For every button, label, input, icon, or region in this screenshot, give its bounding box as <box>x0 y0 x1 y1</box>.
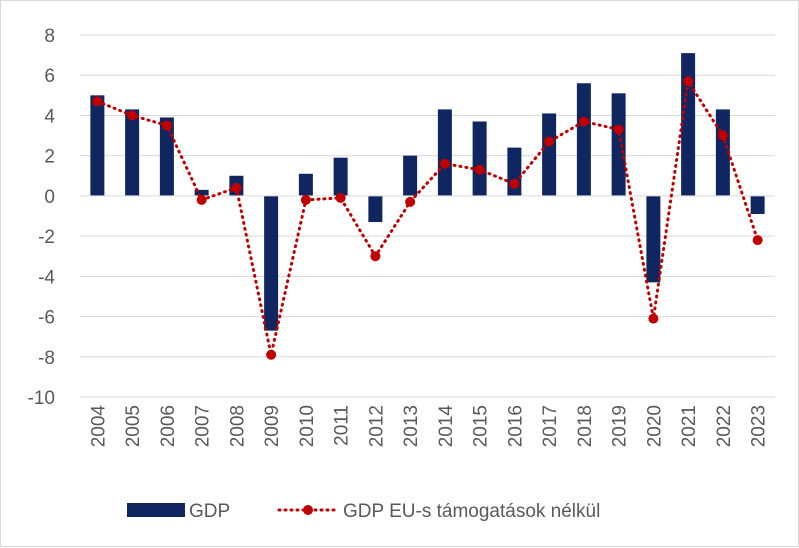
point-gdp-without-eu-2010 <box>300 194 311 205</box>
y-tick-label: -10 <box>28 388 55 409</box>
legend-label-gdp-without-eu-funds: GDP EU-s támogatások nélkül <box>343 501 600 522</box>
point-gdp-without-eu-2017 <box>544 136 555 147</box>
point-gdp-without-eu-2008 <box>231 182 242 193</box>
point-gdp-without-eu-2012 <box>370 251 381 262</box>
bar-gdp-2013 <box>403 155 418 196</box>
y-tick-label: 8 <box>44 26 55 47</box>
x-tick-label: 2016 <box>505 405 526 447</box>
y-tick-label: -4 <box>38 267 55 288</box>
point-gdp-without-eu-2021 <box>683 76 694 87</box>
y-tick-label: 6 <box>44 66 55 87</box>
x-tick-label: 2017 <box>540 405 561 447</box>
y-tick-label: -6 <box>38 308 55 329</box>
bar-series-gdp <box>90 53 765 331</box>
x-tick-label: 2008 <box>227 405 248 447</box>
point-gdp-without-eu-2006 <box>161 120 172 131</box>
point-gdp-without-eu-2018 <box>578 116 589 127</box>
x-tick-label: 2009 <box>262 405 283 447</box>
x-tick-label: 2023 <box>749 405 770 447</box>
bar-gdp-2023 <box>750 195 765 214</box>
x-tick-label: 2011 <box>332 405 353 446</box>
x-tick-label: 2010 <box>297 405 318 447</box>
point-gdp-without-eu-2011 <box>335 192 346 203</box>
point-gdp-without-eu-2020 <box>648 313 659 324</box>
legend-label-gdp: GDP <box>189 501 230 522</box>
x-tick-label: 2007 <box>193 405 214 447</box>
x-tick-label: 2012 <box>366 405 387 447</box>
x-tick-label: 2021 <box>679 405 700 447</box>
point-gdp-without-eu-2023 <box>752 235 763 246</box>
x-tick-label: 2020 <box>644 405 665 447</box>
x-tick-label: 2013 <box>401 405 422 447</box>
point-gdp-without-eu-2004 <box>92 96 103 107</box>
bar-gdp-2010 <box>298 173 313 196</box>
point-gdp-without-eu-2022 <box>717 130 728 141</box>
gridlines <box>80 34 775 398</box>
bar-gdp-2018 <box>576 83 591 196</box>
bar-gdp-2011 <box>333 157 348 196</box>
bar-gdp-2005 <box>125 109 140 196</box>
bar-gdp-2014 <box>437 109 452 196</box>
x-tick-label: 2018 <box>575 405 596 447</box>
bar-gdp-2006 <box>159 117 174 196</box>
point-gdp-without-eu-2016 <box>509 178 520 189</box>
y-tick-label: 4 <box>44 106 55 127</box>
line-gdp-without-eu-funds <box>95 77 760 356</box>
bar-gdp-2015 <box>472 121 487 196</box>
y-tick-label: -2 <box>38 227 55 248</box>
bar-gdp-2021 <box>681 53 696 196</box>
y-tick-label: -8 <box>38 348 55 369</box>
x-tick-label: 2022 <box>714 405 735 447</box>
bar-gdp-2012 <box>368 195 383 223</box>
y-tick-label: 2 <box>44 147 55 168</box>
legend: GDP GDP EU-s támogatások nélkül <box>127 501 600 522</box>
point-gdp-without-eu-2007 <box>196 194 207 205</box>
x-axis-ticks: 2004 2005 2006 2007 2008 2009 2010 2011 2012 2013… <box>88 405 769 448</box>
bar-gdp-2007 <box>194 189 209 196</box>
x-tick-label: 2005 <box>123 405 144 447</box>
bar-gdp-2020 <box>646 195 661 283</box>
point-gdp-without-eu-2005 <box>127 110 138 121</box>
x-tick-label: 2014 <box>436 405 457 448</box>
point-gdp-without-eu-2015 <box>474 164 485 175</box>
point-gdp-without-eu-2009 <box>266 349 277 360</box>
x-tick-label: 2004 <box>88 405 109 448</box>
y-axis-ticks: 8 6 4 2 0 -2 -4 -6 -8 -10 <box>28 26 56 409</box>
y-tick-label: 0 <box>44 187 55 208</box>
legend-swatch-gdp <box>127 503 185 517</box>
bar-gdp-2004 <box>90 95 105 196</box>
point-gdp-without-eu-2019 <box>613 124 624 135</box>
bar-gdp-2017 <box>542 113 557 196</box>
legend-marker <box>303 505 313 515</box>
line-series-gdp-without-eu-funds <box>92 76 763 360</box>
point-gdp-without-eu-2014 <box>439 158 450 169</box>
bar-gdp-2019 <box>611 93 626 196</box>
x-tick-label: 2015 <box>471 405 492 447</box>
point-gdp-without-eu-2013 <box>405 196 416 207</box>
x-tick-label: 2006 <box>158 405 179 447</box>
bar-gdp-2009 <box>264 195 279 331</box>
x-tick-label: 2019 <box>610 405 631 447</box>
